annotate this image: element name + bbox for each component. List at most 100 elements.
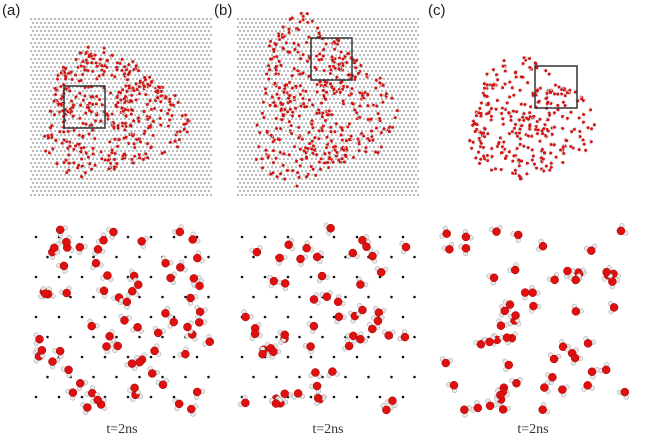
lattice-atom: [184, 46, 186, 48]
lattice-atom: [335, 174, 337, 176]
lattice-atom: [367, 86, 369, 88]
lattice-atom: [279, 30, 281, 32]
lattice-atom: [367, 182, 369, 184]
lattice-atom: [204, 86, 206, 88]
lattice-atom: [283, 62, 285, 64]
lattice-atom: [50, 50, 52, 52]
lattice-atom: [253, 90, 255, 92]
lattice-atom: [375, 174, 377, 176]
lattice-atom: [138, 162, 140, 164]
lattice-atom: [391, 38, 393, 40]
lattice-atom: [152, 62, 154, 64]
lattice-atom: [237, 154, 239, 156]
lattice-atom: [186, 186, 188, 188]
water-molecule: [109, 112, 115, 117]
lattice-atom: [148, 102, 150, 104]
lattice-atom: [108, 38, 110, 40]
lattice-atom: [237, 90, 239, 92]
lattice-atom: [198, 26, 200, 28]
lattice-atom: [86, 194, 88, 196]
lattice-atom: [34, 130, 36, 132]
lattice-atom: [40, 54, 42, 56]
lattice-atom: [158, 146, 160, 148]
lattice-atom: [156, 134, 158, 136]
lattice-atom: [32, 94, 34, 96]
lattice-atom: [249, 18, 251, 20]
lattice-atom: [245, 130, 247, 132]
lattice-atom: [257, 90, 259, 92]
lattice-atom: [142, 138, 144, 140]
lattice-atom: [42, 146, 44, 148]
lattice-atom: [417, 138, 419, 140]
lattice-atom: [285, 162, 287, 164]
lattice-atom: [54, 74, 56, 76]
lattice-atom: [321, 18, 323, 20]
water-molecule: [138, 78, 144, 83]
water-molecule: [124, 134, 129, 140]
lattice-atom: [317, 42, 319, 44]
lattice-atom: [297, 146, 299, 148]
lattice-atom: [345, 34, 347, 36]
lattice-atom: [60, 182, 62, 184]
lattice-atom: [373, 154, 375, 156]
lattice-atom: [351, 118, 353, 120]
lattice-atom: [92, 38, 94, 40]
lattice-atom: [391, 182, 393, 184]
water-molecule: [169, 114, 174, 119]
lattice-atom: [307, 30, 309, 32]
lattice-atom: [82, 114, 84, 116]
lattice-atom: [345, 82, 347, 84]
lattice-atom: [146, 194, 148, 196]
lattice-atom: [200, 54, 202, 56]
lattice-atom: [349, 18, 351, 20]
lattice-atom: [239, 190, 241, 192]
lattice-atom: [357, 90, 359, 92]
lattice-atom: [333, 178, 335, 180]
lattice-atom: [156, 190, 158, 192]
lattice-atom: [130, 146, 132, 148]
lattice-atom: [170, 50, 172, 52]
lattice-atom: [243, 174, 245, 176]
lattice-atom: [180, 62, 182, 64]
lattice-atom: [247, 30, 249, 32]
lattice-atom: [333, 194, 335, 196]
lattice-atom: [411, 150, 413, 152]
lattice-atom: [417, 154, 419, 156]
lattice-atom: [96, 190, 98, 192]
lattice-atom: [112, 38, 114, 40]
lattice-atom: [70, 34, 72, 36]
water-molecule: [101, 72, 106, 78]
lattice-atom: [411, 78, 413, 80]
water-molecule: [84, 104, 89, 110]
lattice-atom: [321, 66, 323, 68]
lattice-atom: [122, 170, 124, 172]
lattice-atom: [275, 190, 277, 192]
lattice-atom: [118, 50, 120, 52]
lattice-atom: [190, 162, 192, 164]
lattice-atom: [90, 34, 92, 36]
lattice-atom: [116, 110, 118, 112]
lattice-atom: [104, 134, 106, 136]
water-molecule: [50, 122, 55, 128]
lattice-atom: [200, 134, 202, 136]
lattice-atom: [283, 174, 285, 176]
lattice-atom: [303, 78, 305, 80]
lattice-atom: [377, 90, 379, 92]
water-molecule: [90, 146, 96, 151]
lattice-atom: [92, 94, 94, 96]
lattice-atom: [100, 78, 102, 80]
lattice-atom: [257, 130, 259, 132]
lattice-atom: [96, 182, 98, 184]
water-molecule: [99, 118, 104, 123]
water-molecule: [82, 146, 87, 151]
lattice-atom: [389, 26, 391, 28]
lattice-atom: [102, 98, 104, 100]
lattice-atom: [273, 74, 275, 76]
lattice-atom: [194, 154, 196, 156]
lattice-atom: [327, 62, 329, 64]
lattice-atom: [259, 174, 261, 176]
lattice-atom: [265, 122, 267, 124]
lattice-atom: [38, 138, 40, 140]
lattice-atom: [339, 54, 341, 56]
lattice-atom: [92, 182, 94, 184]
